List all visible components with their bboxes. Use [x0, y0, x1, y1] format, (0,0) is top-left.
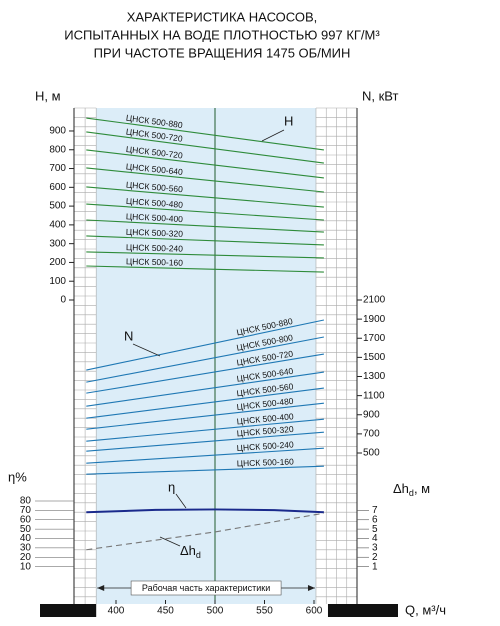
x-tick-label: 450 — [157, 606, 174, 617]
curve — [86, 265, 324, 273]
label-sub: d — [409, 488, 414, 498]
curve — [86, 219, 324, 233]
title-line: ИСПЫТАННЫХ НА ВОДЕ ПЛОТНОСТЬЮ 997 КГ/М³ — [64, 27, 380, 42]
y2-tick-label: 1 — [372, 561, 378, 572]
curve — [86, 512, 324, 551]
y-tick-label: 2100 — [363, 295, 386, 306]
curve — [86, 402, 324, 430]
y-tick-label: 100 — [49, 276, 66, 287]
y-tick-label: 500 — [363, 448, 380, 459]
curve — [86, 203, 324, 221]
y-tick-label: 300 — [49, 238, 66, 249]
y2-tick-label: 6 — [372, 514, 378, 525]
curve — [86, 149, 324, 179]
y-tick-label: 600 — [49, 182, 66, 193]
y2-tick-label: 3 — [372, 543, 378, 554]
label-main: Δh — [393, 481, 409, 496]
curve-label: ЦНСК 500-320 — [236, 424, 294, 439]
x-tick-label: 550 — [256, 606, 273, 617]
curve — [86, 387, 324, 419]
y-tick-label: 400 — [49, 220, 66, 231]
y-tick-label: 800 — [49, 144, 66, 155]
curve — [86, 167, 324, 193]
title-line: ПРИ ЧАСТОТЕ ВРАЩЕНИЯ 1475 ОБ/МИН — [94, 45, 351, 60]
y-tick-label: 900 — [363, 409, 380, 420]
label-sub: d — [196, 550, 201, 560]
leader — [261, 129, 285, 142]
curve — [86, 131, 324, 164]
x-tick-label: 400 — [108, 606, 125, 617]
curve — [86, 508, 324, 514]
curve-group-label: N — [124, 328, 133, 343]
curve-label: Δhd — [180, 543, 201, 560]
curve-label: ЦНСК 500-480 — [126, 196, 184, 210]
y-tick-label: 80 — [20, 496, 32, 507]
curve-label: ЦНСК 500-160 — [126, 256, 184, 267]
y-axis-label: N, кВт — [362, 88, 399, 103]
x-tick-label: 600 — [306, 606, 323, 617]
y-tick-label: 0 — [60, 295, 66, 306]
x-axis-label: Q, м³/ч — [405, 602, 446, 617]
y-tick-label: 200 — [49, 257, 66, 268]
y-tick-label: 700 — [49, 163, 66, 174]
curve-group-label: H — [284, 113, 293, 128]
y-tick-label: 1300 — [363, 371, 386, 382]
y2-axis-label: Δhd, м — [393, 481, 430, 498]
leader — [159, 536, 181, 547]
curve — [86, 431, 324, 452]
title-line: ХАРАКТЕРИСТИКА НАСОСОВ, — [127, 9, 318, 24]
y-axis-label: H, м — [35, 88, 61, 103]
leader — [132, 343, 161, 357]
curve-label: ЦНСК 500-320 — [126, 227, 184, 239]
curve — [86, 251, 324, 259]
curve — [86, 447, 324, 464]
y-tick-label: 1500 — [363, 352, 386, 363]
y-tick-label: 1700 — [363, 333, 386, 344]
y-tick-label: 900 — [49, 126, 66, 137]
curve-label: ЦНСК 500-240 — [126, 242, 184, 253]
y-tick-label: 40 — [20, 533, 32, 544]
y-tick-label: 700 — [363, 429, 380, 440]
y-tick-label: 1100 — [363, 390, 385, 401]
x-tick-label: 500 — [207, 606, 224, 617]
curve — [86, 418, 324, 442]
label-unit: , м — [414, 481, 430, 496]
curve-label: ЦНСК 500-160 — [237, 456, 295, 468]
x-axis-window — [96, 604, 328, 617]
label-main: Δh — [180, 543, 196, 558]
y-tick-label: 10 — [20, 561, 32, 572]
y-tick-label: 30 — [20, 543, 32, 554]
curve-label: η — [168, 479, 175, 494]
curve — [86, 371, 324, 407]
y-tick-label: 500 — [49, 201, 66, 212]
y2-tick-label: 4 — [372, 533, 378, 544]
y2-tick-label: 2 — [372, 552, 378, 563]
y2-tick-label: 7 — [372, 505, 378, 516]
y-tick-label: 1900 — [363, 314, 386, 325]
curve — [86, 235, 324, 246]
range-label-box — [130, 580, 282, 596]
curve — [86, 186, 324, 208]
y-tick-label: 70 — [20, 505, 32, 516]
y-tick-label: 60 — [20, 514, 32, 525]
leader — [175, 493, 187, 509]
curve-label: ЦНСК 500-400 — [126, 211, 184, 224]
y-axis-label: η% — [8, 469, 27, 484]
curve — [86, 353, 324, 394]
range-label: Рабочая часть характеристики — [142, 583, 270, 593]
curve — [86, 319, 325, 371]
curve — [86, 117, 324, 151]
curve-label: ЦНСК 500-240 — [236, 439, 294, 453]
curve — [86, 465, 324, 475]
curve — [86, 336, 325, 383]
curve-label: ЦНСК 500-560 — [126, 180, 184, 195]
y2-tick-label: 5 — [372, 524, 378, 535]
y-tick-label: 50 — [20, 524, 32, 535]
y-tick-label: 20 — [20, 552, 32, 563]
